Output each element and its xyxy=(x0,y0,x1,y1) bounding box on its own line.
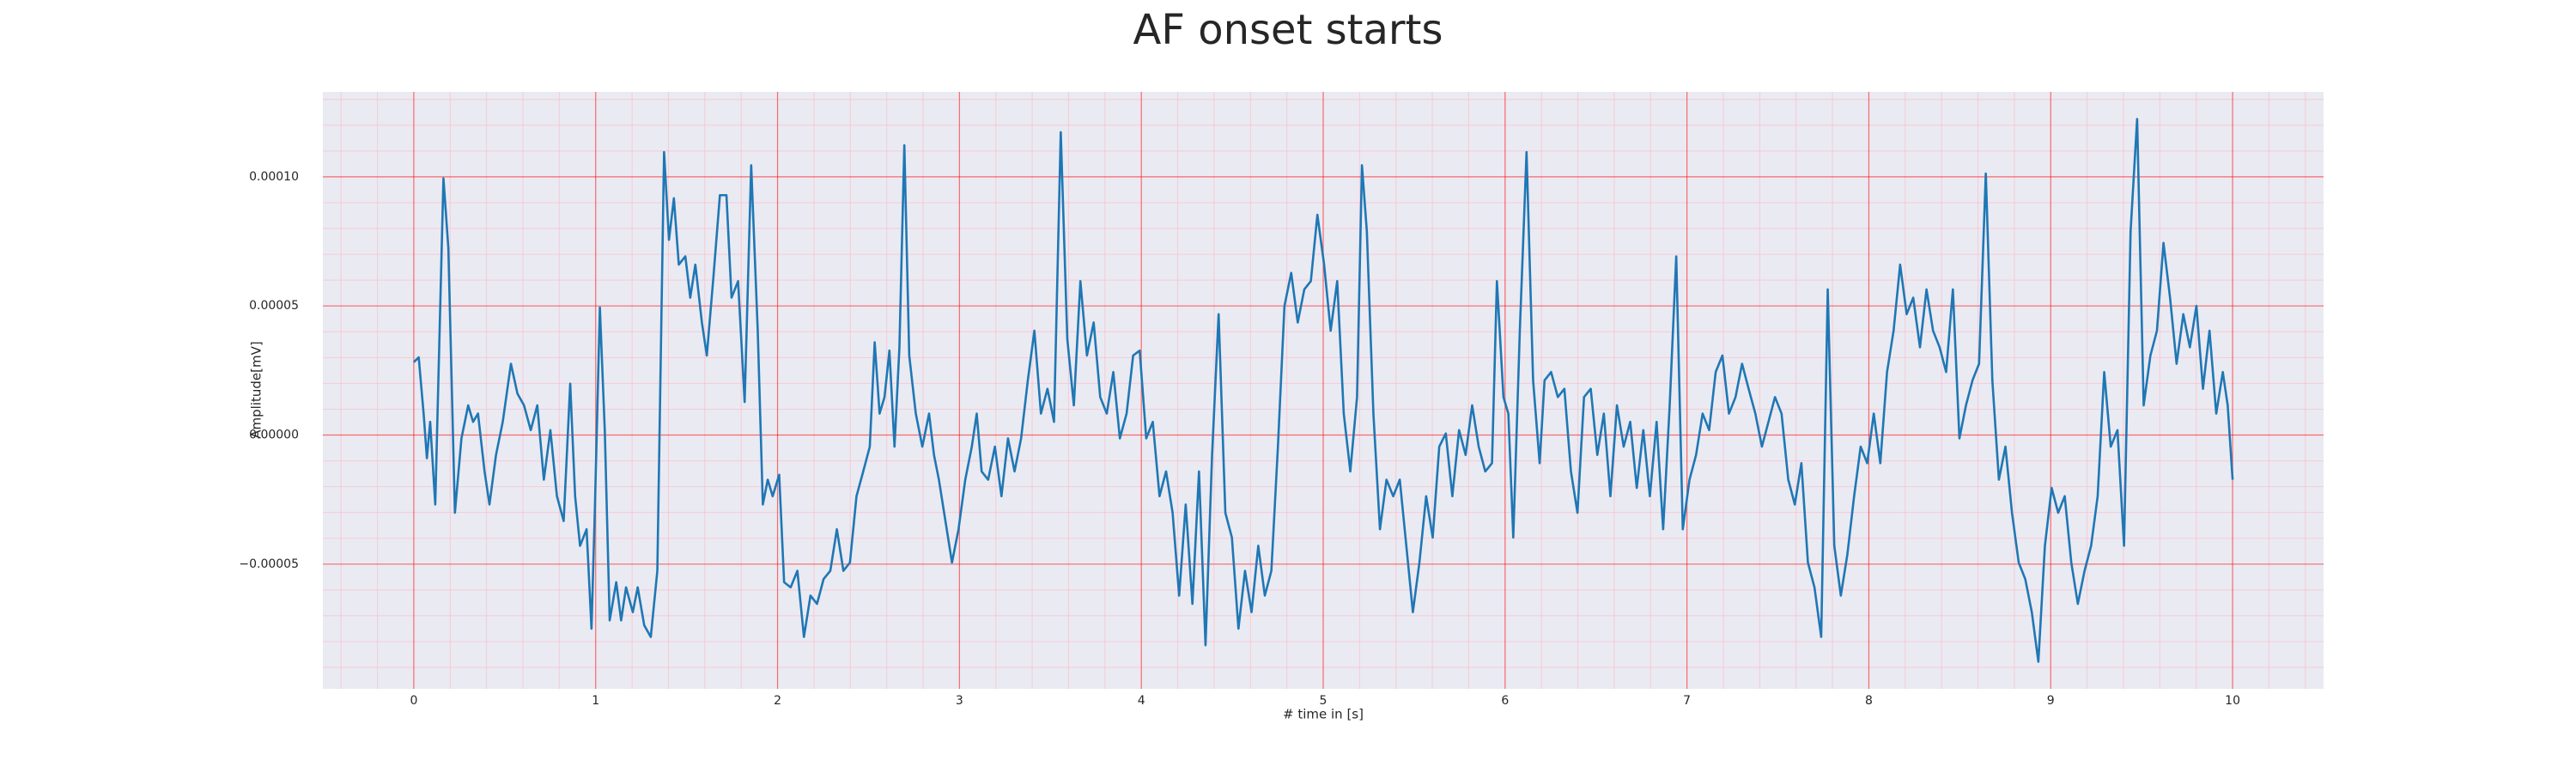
x-tick-label: 3 xyxy=(956,694,963,708)
chart-title: AF onset starts xyxy=(1133,6,1443,54)
x-tick-label: 10 xyxy=(2225,694,2240,708)
y-tick-label: −0.00005 xyxy=(239,557,299,571)
x-tick-label: 5 xyxy=(1320,694,1327,708)
x-tick-label: 6 xyxy=(1501,694,1509,708)
x-axis-label: # time in [s] xyxy=(1283,707,1364,722)
x-tick-label: 2 xyxy=(774,694,781,708)
y-tick-label: 0.00010 xyxy=(249,170,299,184)
x-tick-label: 9 xyxy=(2047,694,2055,708)
signal-line xyxy=(412,118,2234,663)
y-axis-label: Amplitude[mV] xyxy=(249,341,264,438)
x-tick-label: 1 xyxy=(592,694,599,708)
x-tick-label: 4 xyxy=(1138,694,1145,708)
y-tick-label: 0.00000 xyxy=(249,429,299,442)
x-tick-label: 8 xyxy=(1865,694,1873,708)
x-tick-label: 0 xyxy=(410,694,417,708)
x-tick-label: 7 xyxy=(1683,694,1691,708)
y-tick-label: 0.00005 xyxy=(249,299,299,313)
